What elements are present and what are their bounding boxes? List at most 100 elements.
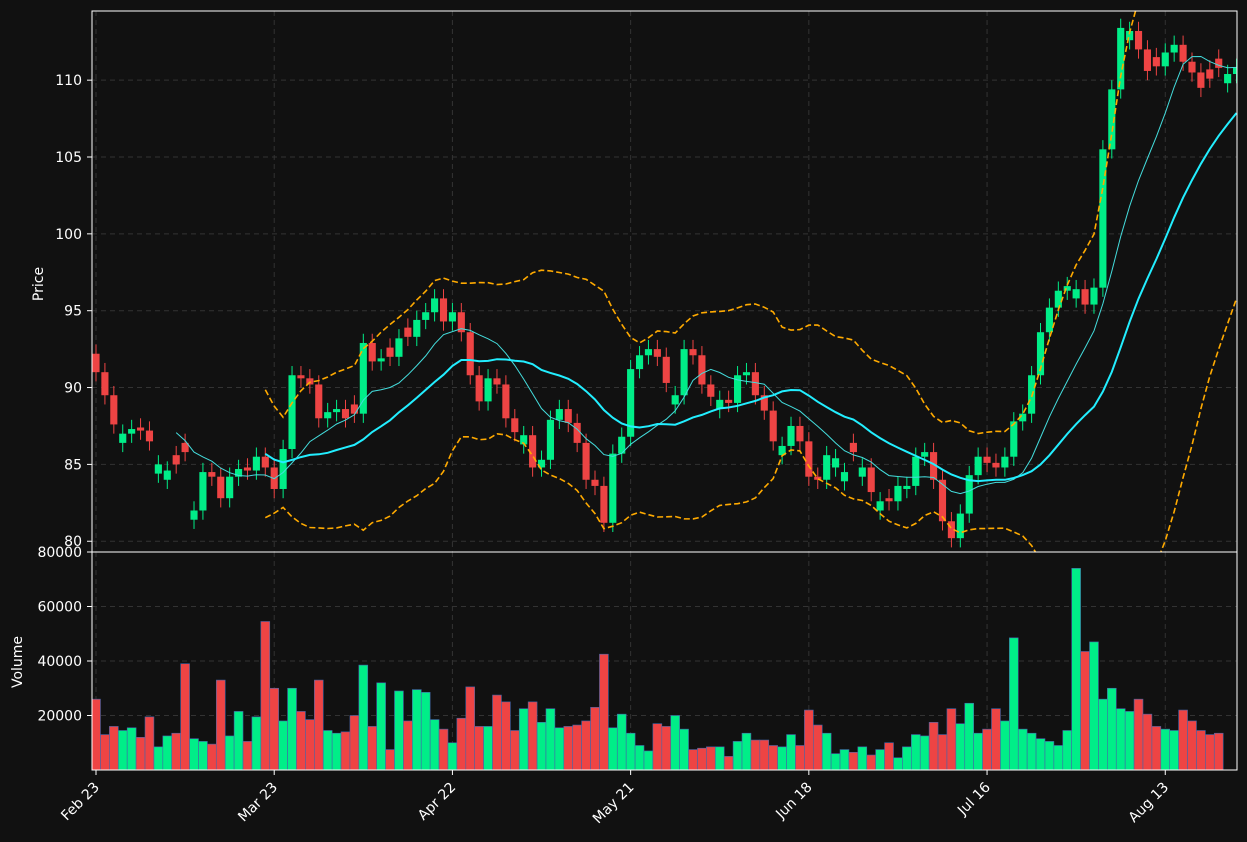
candle-body bbox=[876, 501, 884, 511]
candle-body bbox=[903, 485, 911, 489]
candle-body bbox=[395, 338, 403, 357]
volume-bar bbox=[866, 754, 876, 770]
volume-bar bbox=[1098, 698, 1108, 770]
candle-body bbox=[1045, 307, 1053, 333]
volume-bar bbox=[893, 757, 903, 770]
volume-bar bbox=[1169, 730, 1179, 770]
volume-bar bbox=[367, 726, 377, 770]
volume-bar bbox=[563, 726, 574, 770]
candle-body bbox=[680, 349, 688, 396]
volume-bar bbox=[1017, 728, 1028, 770]
volume-bar bbox=[536, 722, 547, 770]
price-tick-label: 100 bbox=[55, 227, 82, 243]
volume-bars bbox=[92, 568, 1224, 770]
candle-body bbox=[760, 395, 768, 411]
volume-bar bbox=[420, 692, 431, 770]
volume-bar bbox=[545, 708, 556, 770]
candle-body bbox=[181, 442, 189, 453]
volume-bar bbox=[438, 728, 449, 770]
candle-body bbox=[466, 332, 474, 376]
volume-bar bbox=[1142, 713, 1153, 770]
volume-bar bbox=[305, 719, 315, 770]
candle-body bbox=[1054, 290, 1062, 308]
candle-body bbox=[1090, 287, 1098, 305]
candle-body bbox=[787, 425, 795, 446]
candle-body bbox=[716, 399, 724, 410]
volume-bar bbox=[233, 711, 244, 770]
volume-bar bbox=[189, 738, 199, 770]
volume-bar bbox=[750, 739, 761, 770]
candle-body bbox=[1224, 74, 1232, 84]
candle-body bbox=[965, 475, 973, 514]
indicator-lines bbox=[175, 11, 1237, 552]
volume-bar bbox=[1115, 708, 1126, 770]
volume-bar bbox=[902, 746, 912, 770]
candle-body bbox=[439, 298, 448, 322]
volume-bar bbox=[1124, 711, 1135, 770]
volume-bar bbox=[412, 689, 422, 770]
volume-bar bbox=[278, 720, 288, 770]
candle-body bbox=[662, 356, 670, 383]
volume-bar bbox=[207, 743, 217, 770]
volume-bar bbox=[634, 745, 645, 770]
volume-bar bbox=[215, 679, 226, 770]
candle-body bbox=[350, 404, 358, 414]
volume-bar bbox=[928, 722, 939, 770]
candle-body bbox=[1081, 289, 1089, 305]
candle-body bbox=[511, 418, 519, 433]
volume-bar bbox=[590, 707, 600, 770]
volume-bar bbox=[447, 742, 458, 770]
price-tick-label: 85 bbox=[64, 457, 82, 473]
candle-body bbox=[235, 469, 243, 477]
volume-bar bbox=[251, 716, 262, 770]
candle-body bbox=[912, 456, 920, 486]
candle-body bbox=[199, 472, 207, 511]
candle-body bbox=[885, 498, 893, 502]
candle-body bbox=[992, 462, 1000, 468]
candle-body bbox=[582, 442, 590, 480]
volume-bar bbox=[919, 735, 930, 770]
candle-body bbox=[707, 384, 715, 397]
volume-bar bbox=[510, 730, 520, 770]
candle-body bbox=[333, 409, 341, 413]
volume-bar bbox=[153, 746, 164, 770]
candle-body bbox=[725, 399, 733, 403]
volume-bar bbox=[955, 723, 966, 770]
candle-body bbox=[1010, 421, 1018, 457]
candle-body bbox=[814, 476, 822, 480]
volume-bar bbox=[804, 709, 814, 770]
volume-bar bbox=[1080, 651, 1090, 770]
volume-bar bbox=[492, 694, 502, 770]
candle-body bbox=[1108, 89, 1116, 150]
candles bbox=[92, 18, 1237, 548]
candle-body bbox=[279, 449, 287, 489]
volume-bar bbox=[1196, 730, 1206, 770]
candle-body bbox=[110, 395, 118, 425]
candle-body bbox=[208, 472, 216, 477]
volume-bar bbox=[296, 711, 306, 770]
candle-body bbox=[1152, 57, 1160, 67]
price-panel: 80 85 90 95 100 105 110 bbox=[55, 10, 1238, 553]
volume-bar bbox=[518, 708, 529, 770]
volume-bar bbox=[198, 741, 208, 770]
candle-body bbox=[1126, 30, 1134, 41]
volume-bar bbox=[483, 726, 493, 770]
volume-bar bbox=[429, 719, 440, 770]
candle-body bbox=[849, 442, 857, 453]
candle-body bbox=[172, 455, 180, 465]
volume-bar bbox=[171, 732, 181, 770]
candle-body bbox=[1179, 44, 1187, 62]
candle-body bbox=[520, 435, 528, 445]
candle-body bbox=[555, 409, 563, 420]
candle-body bbox=[956, 513, 964, 539]
candle-body bbox=[101, 372, 109, 396]
candle-body bbox=[341, 409, 350, 419]
candle-body bbox=[297, 375, 305, 379]
volume-bar bbox=[109, 726, 119, 770]
volume-bar bbox=[714, 746, 725, 770]
candle-body bbox=[431, 298, 439, 313]
candle-body bbox=[1036, 332, 1045, 376]
volume-bar bbox=[821, 732, 832, 770]
candle-body bbox=[493, 378, 501, 385]
volume-bar bbox=[1178, 709, 1188, 770]
